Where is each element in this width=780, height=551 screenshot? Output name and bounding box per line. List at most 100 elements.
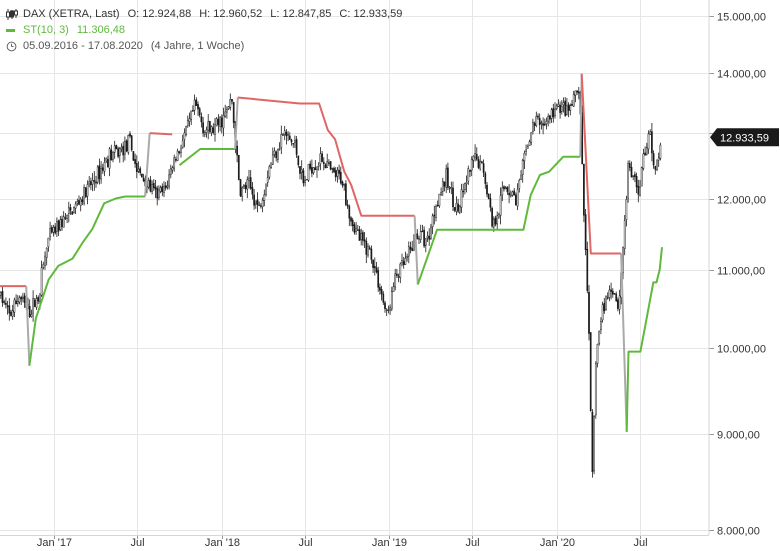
candle-up	[168, 174, 170, 187]
candle-up	[243, 185, 245, 187]
candle-up	[151, 184, 153, 193]
candle-down	[20, 296, 23, 300]
candle-down	[209, 121, 211, 132]
candle-down	[220, 117, 223, 128]
candle-down	[175, 158, 177, 161]
candle-up	[113, 145, 116, 153]
candle-up	[399, 263, 402, 278]
candle-down	[644, 152, 646, 156]
candle-up	[407, 246, 410, 257]
candle-up	[280, 134, 283, 148]
price-series	[0, 86, 662, 478]
candle-down	[396, 273, 398, 276]
candle-up	[474, 153, 476, 158]
candle-up	[277, 149, 279, 160]
candle-up	[268, 166, 271, 178]
candle-down	[338, 169, 340, 174]
candle-up	[525, 149, 527, 152]
candle-up	[171, 167, 174, 171]
candle-up	[76, 201, 79, 204]
candle-up	[518, 179, 521, 189]
candle-down	[107, 159, 109, 168]
candle-down	[428, 235, 431, 240]
candle-up	[360, 233, 363, 240]
candle-down	[515, 194, 517, 206]
candle-up	[79, 198, 82, 206]
candle-up	[112, 152, 114, 160]
candle-up	[0, 291, 2, 296]
candle-down	[134, 159, 136, 164]
candle-up	[305, 178, 308, 181]
candle-down	[251, 187, 254, 195]
candle-up	[501, 187, 504, 196]
candle-up	[435, 206, 437, 218]
candle-up	[214, 124, 216, 135]
candle-down	[69, 207, 72, 211]
candle-up	[601, 304, 604, 321]
candle-down	[635, 176, 638, 188]
candle-down	[288, 135, 291, 140]
candle-down	[606, 297, 609, 299]
candle-down	[244, 184, 247, 190]
legend-indicator-name: ST(10, 3)	[23, 24, 69, 36]
candle-up	[137, 168, 140, 172]
candle-down	[363, 239, 366, 242]
candle-up	[294, 140, 296, 143]
candle-up	[598, 330, 601, 344]
candle-down	[125, 140, 128, 152]
candle-down	[356, 229, 359, 231]
candle-up	[183, 132, 186, 140]
candle-up	[387, 309, 390, 311]
candle-up	[647, 133, 650, 150]
candle-down	[373, 266, 376, 269]
candle-down	[161, 186, 164, 193]
candle-down	[584, 214, 587, 250]
candle-up	[656, 159, 658, 170]
candle-up	[608, 289, 611, 298]
candle-up	[203, 132, 206, 135]
candle-up	[59, 219, 62, 230]
candle-down	[334, 170, 337, 178]
supertrend-down-line	[580, 73, 622, 255]
candle-up	[13, 299, 16, 313]
candle-down	[494, 217, 497, 225]
x-tick-label: Jul	[130, 537, 144, 549]
candle-up	[105, 157, 108, 162]
candle-down	[15, 300, 17, 305]
candle-up	[528, 141, 531, 146]
candle-down	[236, 145, 238, 156]
candle-up	[574, 90, 577, 96]
candle-up	[623, 220, 626, 249]
candle-down	[130, 135, 133, 151]
candle-down	[379, 287, 381, 291]
candle-up	[222, 115, 225, 129]
candle-up	[445, 168, 448, 188]
candle-up	[406, 256, 408, 259]
candle-up	[545, 121, 548, 125]
candle-up	[11, 310, 14, 317]
candle-down	[139, 168, 142, 173]
candle-down	[542, 123, 544, 126]
y-tick-label: 12.000,00	[717, 195, 766, 207]
y-tick-label: 14.000,00	[717, 69, 766, 81]
candle-down	[339, 171, 342, 184]
candle-up	[263, 194, 266, 201]
candle-up	[88, 181, 91, 185]
candle-up	[470, 158, 473, 171]
candle-down	[333, 167, 335, 173]
candle-up	[224, 111, 227, 117]
legend-low-value: 12.847,85	[282, 8, 332, 20]
candle-up	[523, 152, 526, 162]
candle-down	[617, 299, 619, 309]
candle-up	[627, 163, 629, 199]
candle-down	[282, 134, 284, 136]
candle-down	[628, 163, 631, 168]
candle-up	[317, 164, 320, 167]
x-tick-label: Jul	[633, 537, 647, 549]
candle-down	[382, 293, 385, 303]
candle-down	[549, 115, 551, 120]
candle-down	[508, 192, 510, 196]
candle-down	[81, 199, 84, 203]
candle-up	[173, 157, 176, 169]
